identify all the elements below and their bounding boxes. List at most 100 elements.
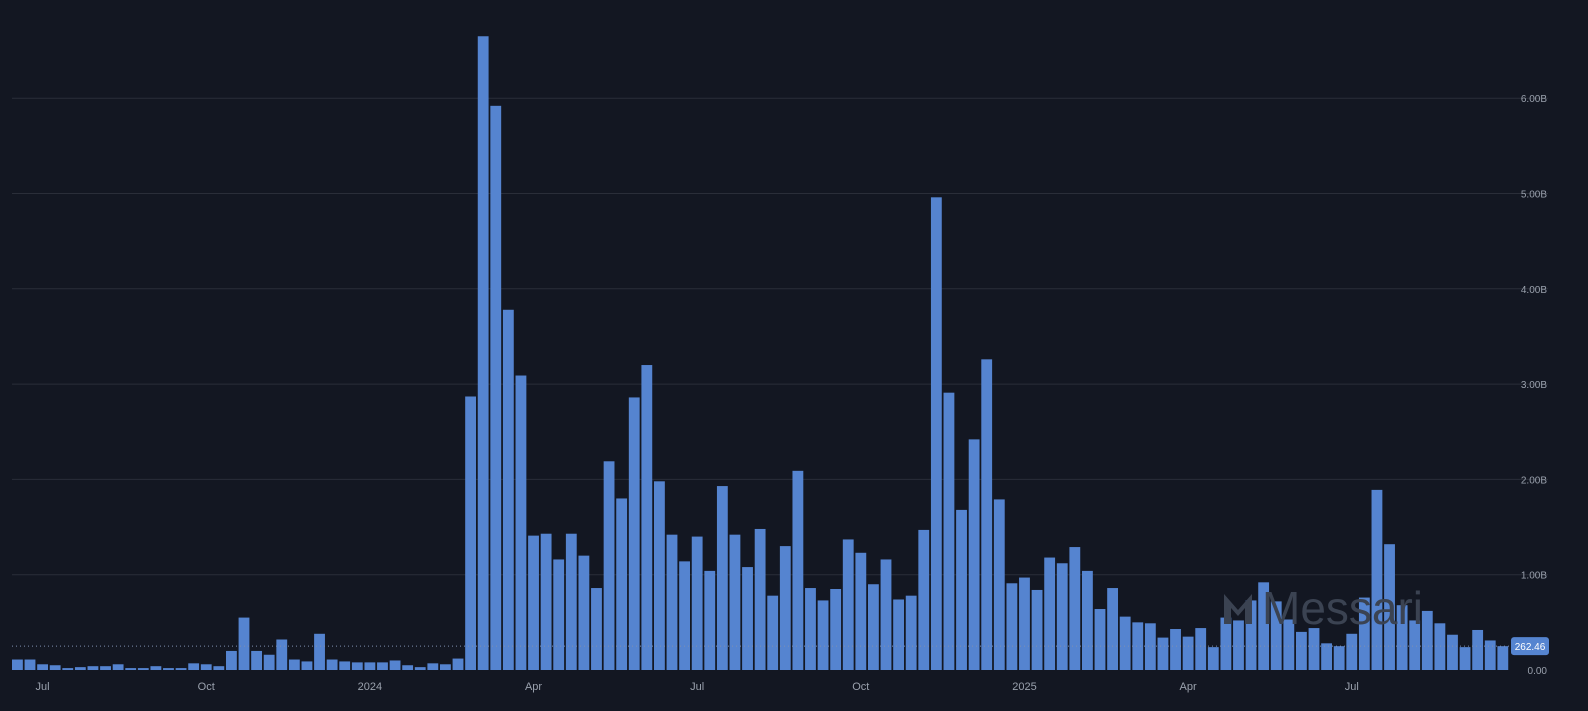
bar	[1484, 640, 1496, 670]
bar	[956, 509, 967, 670]
bar	[528, 535, 539, 670]
bar	[188, 663, 200, 670]
messari-logo-icon	[1224, 594, 1252, 624]
bar	[1207, 647, 1219, 670]
bar	[1421, 610, 1433, 670]
last-value-badge	[1511, 637, 1549, 656]
bar	[855, 552, 867, 670]
bar	[238, 617, 250, 670]
bar	[1044, 557, 1056, 670]
x-tick-label: 2024	[358, 681, 382, 693]
bar	[565, 533, 577, 670]
bar	[1006, 583, 1018, 670]
bar	[490, 105, 502, 670]
x-tick-label: Oct	[852, 681, 869, 693]
bar	[213, 666, 225, 670]
bar	[62, 668, 74, 670]
bar	[1144, 623, 1156, 670]
x-tick-label: Oct	[198, 681, 215, 693]
bar	[628, 397, 640, 670]
bar	[251, 650, 263, 670]
x-tick-label: 2025	[1012, 681, 1036, 693]
bar	[1258, 582, 1270, 670]
x-tick-label: Jul	[36, 681, 50, 693]
bar	[1182, 636, 1194, 670]
bar	[1019, 577, 1030, 670]
bar	[1333, 646, 1345, 670]
bar	[1358, 597, 1370, 670]
bar	[502, 309, 514, 670]
bar	[1459, 647, 1471, 670]
bar	[452, 658, 464, 670]
bar	[1346, 633, 1358, 670]
y-axis: 0.00 1.00B 2.00B 3.00B 4.00B 5.00B 6.00B	[1521, 94, 1548, 677]
bar	[326, 659, 338, 670]
bar	[893, 599, 905, 670]
bar	[817, 600, 829, 670]
watermark: Messari	[1224, 582, 1423, 634]
last-value-label: 262.46	[1515, 642, 1546, 653]
bar	[1371, 489, 1383, 670]
bar	[616, 498, 628, 670]
y-tick-label: 4.00B	[1521, 285, 1547, 296]
bar	[968, 439, 980, 670]
bar	[440, 664, 451, 670]
y-tick-label: 3.00B	[1521, 380, 1547, 391]
bar	[905, 595, 917, 670]
bar	[1472, 629, 1484, 670]
bar	[880, 559, 892, 670]
bar	[729, 534, 741, 670]
bar	[1245, 600, 1257, 670]
watermark-text: Messari	[1262, 582, 1423, 634]
bar	[805, 588, 816, 670]
bar	[691, 536, 703, 670]
bar	[868, 584, 879, 670]
bar	[981, 359, 993, 670]
y-tick-label: 6.00B	[1521, 94, 1547, 105]
last-value-marker: 262.46	[12, 637, 1549, 656]
bar	[414, 667, 426, 670]
bar	[779, 546, 791, 670]
bar	[1308, 628, 1320, 670]
bar	[1220, 617, 1232, 670]
bar	[37, 664, 49, 670]
bar	[276, 639, 288, 670]
bar	[364, 662, 376, 670]
bar	[1170, 629, 1181, 670]
bar	[918, 529, 930, 670]
bar	[1447, 634, 1458, 670]
bar	[351, 662, 363, 670]
bar	[125, 668, 137, 670]
y-tick-label: 1.00B	[1521, 571, 1547, 582]
bar	[830, 589, 842, 670]
bar	[1132, 622, 1144, 670]
bar	[427, 663, 439, 670]
bar	[578, 555, 590, 670]
bar	[314, 633, 325, 670]
bar	[377, 662, 388, 670]
bars	[12, 36, 1509, 670]
bar	[226, 650, 237, 670]
bar	[842, 539, 854, 670]
bar	[540, 533, 552, 670]
bar	[1270, 601, 1282, 670]
bar	[1384, 544, 1395, 670]
bar	[163, 668, 174, 670]
bar	[465, 396, 477, 670]
x-tick-label: Jul	[1345, 681, 1359, 693]
bar	[288, 659, 300, 670]
y-tick-label: 2.00B	[1521, 475, 1547, 486]
bar	[1195, 628, 1207, 670]
bar	[1233, 620, 1244, 670]
x-axis: Jul Oct 2024 Apr Jul Oct 2025 Apr Jul	[36, 681, 1359, 693]
bar	[1321, 643, 1333, 670]
bar	[263, 654, 275, 670]
bar	[1434, 623, 1446, 670]
y-tick-label: 5.00B	[1521, 190, 1547, 201]
bar	[49, 665, 61, 670]
bar	[603, 461, 615, 670]
bar	[1107, 588, 1119, 670]
bar	[301, 661, 313, 670]
bar	[100, 666, 111, 670]
